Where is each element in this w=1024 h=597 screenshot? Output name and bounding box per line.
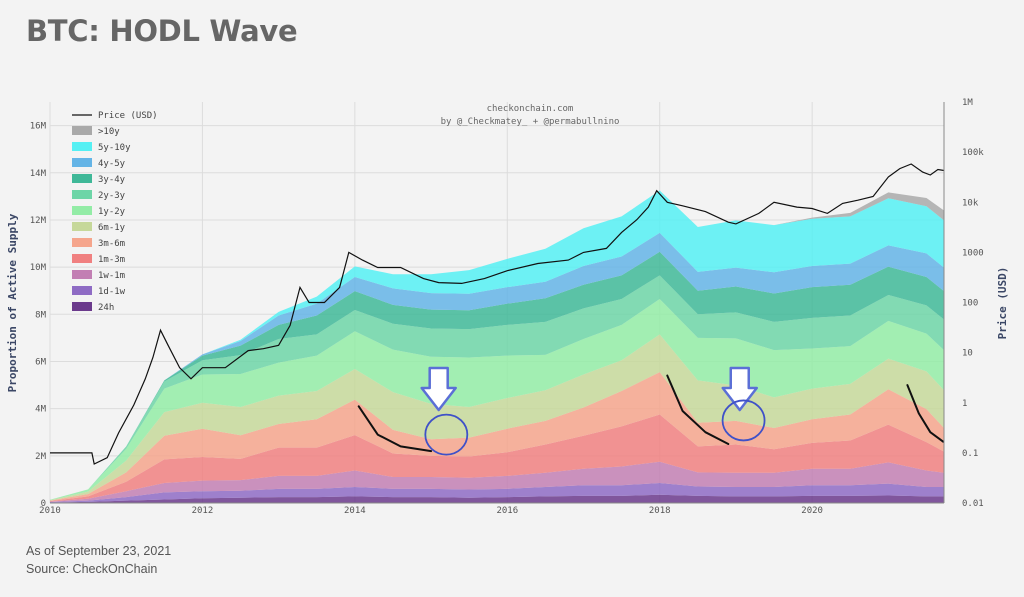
area-6m-1y	[50, 334, 944, 501]
y-tick-label: 16M	[30, 122, 47, 132]
legend-label: 1m-3m	[98, 255, 125, 265]
area-1m-3m	[50, 414, 944, 502]
highlight-circle	[721, 399, 766, 442]
x-tick-label: 2014	[344, 506, 366, 516]
legend-swatch	[72, 126, 92, 135]
y-tick-label: 12M	[30, 216, 47, 226]
source-note: Source: CheckOnChain	[26, 562, 158, 576]
y-right-tick-label: 10k	[962, 198, 979, 208]
y-tick-label: 4M	[35, 405, 46, 415]
area-2y-3y	[50, 275, 944, 500]
legend-swatch	[72, 270, 92, 279]
as-of-date: As of September 23, 2021	[26, 544, 172, 558]
y-right-tick-label: 100k	[962, 148, 984, 158]
x-tick-label: 2012	[192, 506, 214, 516]
y-right-tick-label: 0.1	[962, 449, 978, 459]
y-right-tick-label: 1	[962, 399, 967, 409]
legend-label: 3m-6m	[98, 239, 125, 249]
y-tick-label: 2M	[35, 452, 46, 462]
y-tick-label: 6M	[35, 357, 46, 367]
legend-label: 6m-1y	[98, 223, 126, 233]
legend-label: 1w-1m	[98, 271, 125, 281]
legend-swatch	[72, 222, 92, 231]
credit-line-1: checkonchain.com	[487, 104, 574, 114]
down-arrow-icon	[420, 366, 457, 412]
legend-swatch	[72, 238, 92, 247]
axes: 0 2M 4M 6M 8M 10M 12M 14M 16M 2010 2012 2014 2016 201…	[30, 98, 985, 516]
area-24h	[50, 494, 944, 503]
legend-swatch	[72, 190, 92, 199]
y-tick-label: 10M	[30, 263, 47, 273]
y-right-tick-label: 10	[962, 349, 973, 359]
legend: Price (USD) >10y 5y-10y 4y-5y 3y-4y 2y-3y 1y-2…	[72, 111, 158, 313]
x-tick-label: 2018	[649, 506, 671, 516]
x-tick-label: 2020	[801, 506, 823, 516]
x-tick-label: 2016	[496, 506, 518, 516]
legend-label: 24h	[98, 303, 114, 313]
legend-label: 1d-1w	[98, 287, 126, 297]
down-arrow-icon	[721, 366, 758, 412]
y-right-tick-label: 0.01	[962, 499, 984, 509]
area-1y-2y	[50, 298, 944, 501]
legend-swatch	[72, 174, 92, 183]
y-right-tick-label: 1M	[962, 98, 973, 108]
highlight-circle	[424, 413, 469, 456]
page-title: BTC: HODL Wave	[26, 14, 298, 48]
legend-swatch	[72, 286, 92, 295]
legend-label: >10y	[98, 127, 120, 137]
legend-swatch	[72, 206, 92, 215]
y-axis-label: Proportion of Active Supply	[6, 213, 19, 392]
legend-label: 4y-5y	[98, 159, 126, 169]
area-1w-1m	[50, 461, 944, 503]
price-line	[50, 163, 945, 465]
y-axis-right-label: Price (USD)	[996, 267, 1009, 340]
area-1d-1w	[50, 482, 944, 503]
legend-label: 2y-3y	[98, 191, 126, 201]
legend-label: 1y-2y	[98, 207, 126, 217]
legend-label: 5y-10y	[98, 143, 131, 153]
legend-swatch	[72, 158, 92, 167]
legend-swatch	[72, 254, 92, 263]
trend-curve	[357, 405, 433, 453]
y-right-tick-label: 100	[962, 299, 978, 309]
y-right-tick-label: 1000	[962, 248, 984, 258]
area-series	[50, 190, 944, 503]
y-tick-label: 8M	[35, 310, 46, 320]
credit-line-2: by @_Checkmatey_ + @permabullnino	[441, 117, 620, 127]
y-tick-label: 14M	[30, 169, 47, 179]
trend-curve	[666, 374, 730, 445]
annotations	[357, 366, 945, 456]
y-tick-label: 0	[41, 499, 46, 509]
x-tick-label: 2010	[39, 506, 61, 516]
legend-label-price: Price (USD)	[98, 111, 158, 121]
legend-label: 3y-4y	[98, 175, 126, 185]
area-5y-10y	[50, 190, 944, 500]
price-series	[50, 163, 945, 465]
trend-curve	[906, 384, 945, 443]
legend-swatch	[72, 142, 92, 151]
area-3m-6m	[50, 372, 944, 502]
legend-swatch	[72, 302, 92, 311]
